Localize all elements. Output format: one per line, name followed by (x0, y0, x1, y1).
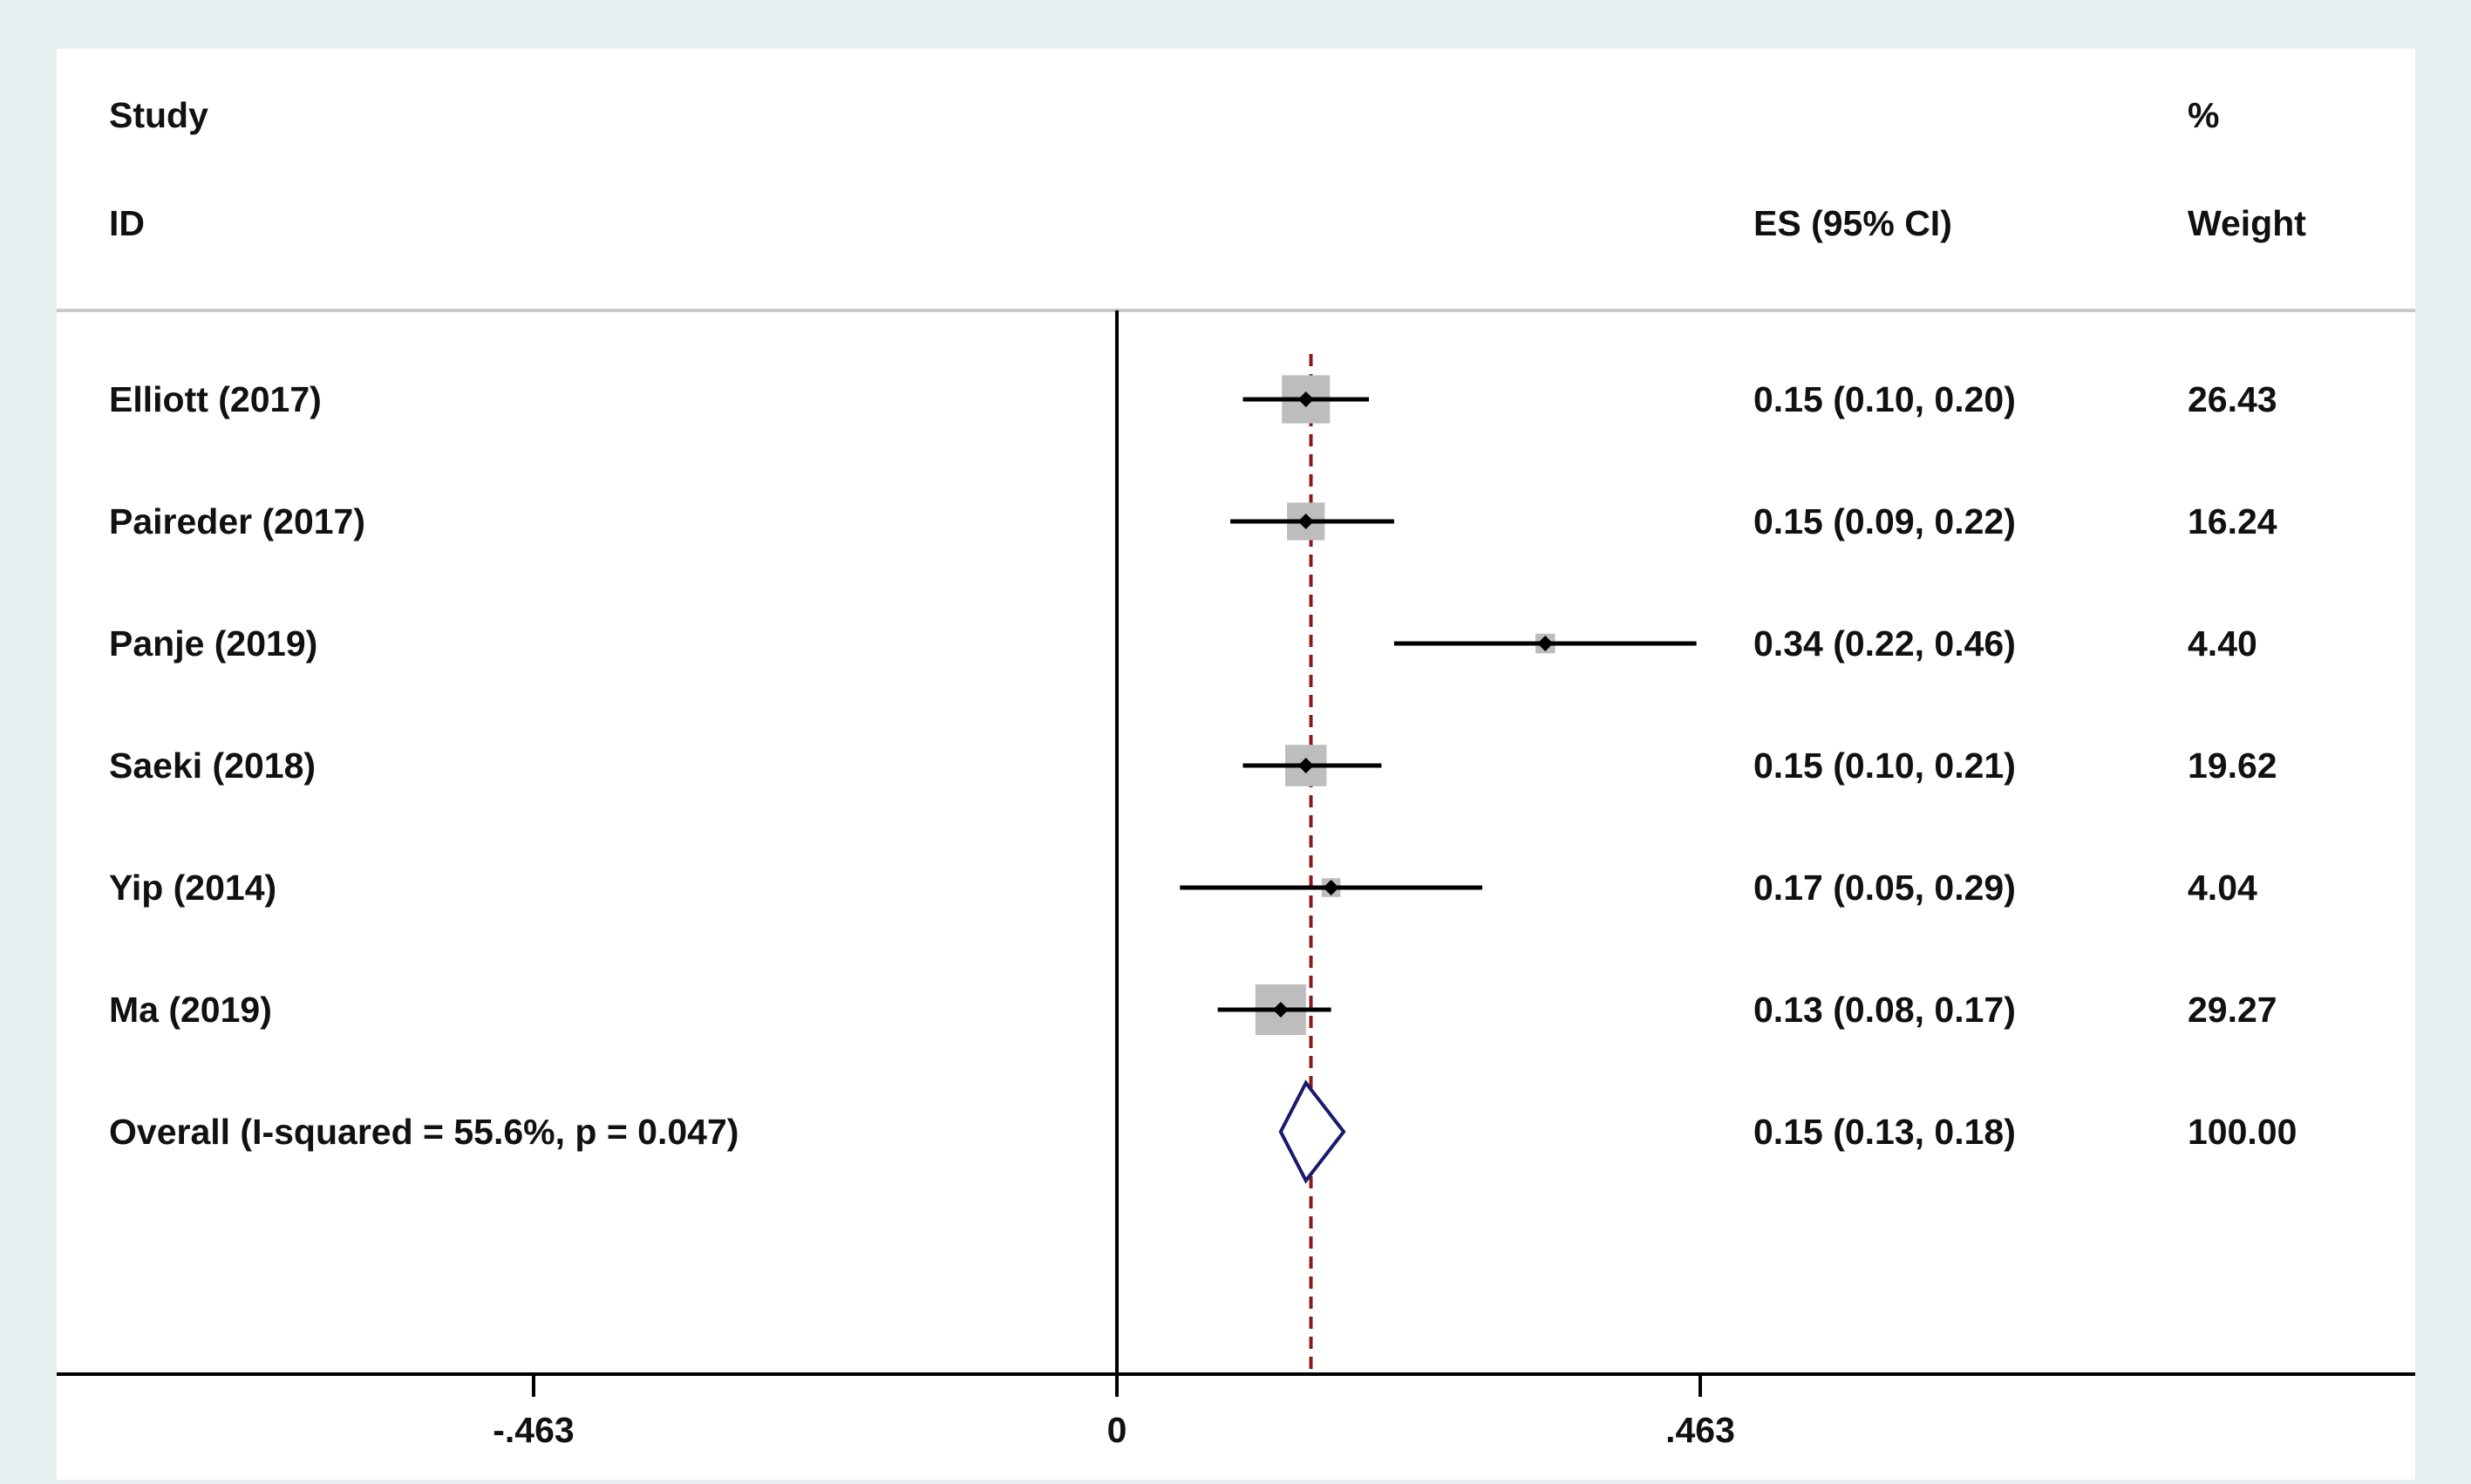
study-row: Yip (2014) 0.17 (0.05, 0.29) 4.04 (109, 868, 2257, 908)
study-label: Paireder (2017) (109, 501, 365, 541)
study-es-ci: 0.13 (0.08, 0.17) (1753, 990, 2016, 1030)
study-weight: 26.43 (2188, 379, 2277, 419)
overall-es-ci: 0.15 (0.13, 0.18) (1753, 1112, 2016, 1152)
study-row: Elliott (2017) 0.15 (0.10, 0.20) 26.43 (109, 375, 2277, 424)
study-weight: 19.62 (2188, 745, 2277, 786)
x-axis-tick-label: 0 (1107, 1410, 1127, 1450)
study-weight: 4.04 (2188, 868, 2257, 908)
study-rows: Elliott (2017) 0.15 (0.10, 0.20) 26.43 Pair… (109, 375, 2277, 1035)
study-label: Ma (2019) (109, 990, 272, 1030)
study-row: Panje (2019) 0.34 (0.22, 0.46) 4.40 (109, 623, 2257, 664)
study-row: Ma (2019) 0.13 (0.08, 0.17) 29.27 (109, 984, 2277, 1035)
header-weight-label: Weight (2188, 203, 2306, 243)
study-weight: 29.27 (2188, 990, 2277, 1030)
study-weight: 4.40 (2188, 623, 2257, 664)
x-axis-tick-label: .463 (1665, 1410, 1735, 1450)
study-row: Saeki (2018) 0.15 (0.10, 0.21) 19.62 (109, 745, 2277, 786)
x-axis-tick-label: -.463 (493, 1410, 574, 1450)
forest-plot-panel: Study ID ES (95% CI) % Weight Elliott (2… (57, 49, 2415, 1480)
study-es-ci: 0.15 (0.10, 0.20) (1753, 379, 2016, 419)
overall-row: Overall (I-squared = 55.6%, p = 0.047) 0.… (109, 1079, 2297, 1184)
study-weight: 16.24 (2188, 501, 2277, 541)
header-percent-label: % (2188, 95, 2219, 135)
point-estimate-marker (1297, 391, 1314, 407)
forest-plot: Study ID ES (95% CI) % Weight Elliott (2… (57, 95, 2415, 1450)
study-es-ci: 0.15 (0.10, 0.21) (1753, 745, 2016, 786)
study-es-ci: 0.34 (0.22, 0.46) (1753, 623, 2016, 664)
point-estimate-marker (1537, 636, 1554, 651)
overall-diamond (1278, 1079, 1346, 1184)
header-es-label: ES (95% CI) (1753, 203, 1952, 243)
study-es-ci: 0.15 (0.09, 0.22) (1753, 501, 2016, 541)
point-estimate-marker (1297, 758, 1314, 773)
overall-label: Overall (I-squared = 55.6%, p = 0.047) (109, 1112, 739, 1152)
study-es-ci: 0.17 (0.05, 0.29) (1753, 868, 2016, 908)
point-estimate-marker (1272, 1002, 1289, 1018)
x-axis-ticks: -.463 0 .463 (493, 1374, 1735, 1450)
study-label: Elliott (2017) (109, 379, 322, 419)
header-id-label: ID (109, 203, 145, 243)
study-label: Panje (2019) (109, 623, 317, 664)
study-row: Paireder (2017) 0.15 (0.09, 0.22) 16.24 (109, 501, 2277, 541)
point-estimate-marker (1323, 880, 1339, 895)
overall-weight: 100.00 (2188, 1112, 2297, 1152)
header-study-label: Study (109, 95, 208, 135)
study-label: Yip (2014) (109, 868, 276, 908)
study-label: Saeki (2018) (109, 745, 316, 786)
point-estimate-marker (1297, 514, 1314, 529)
